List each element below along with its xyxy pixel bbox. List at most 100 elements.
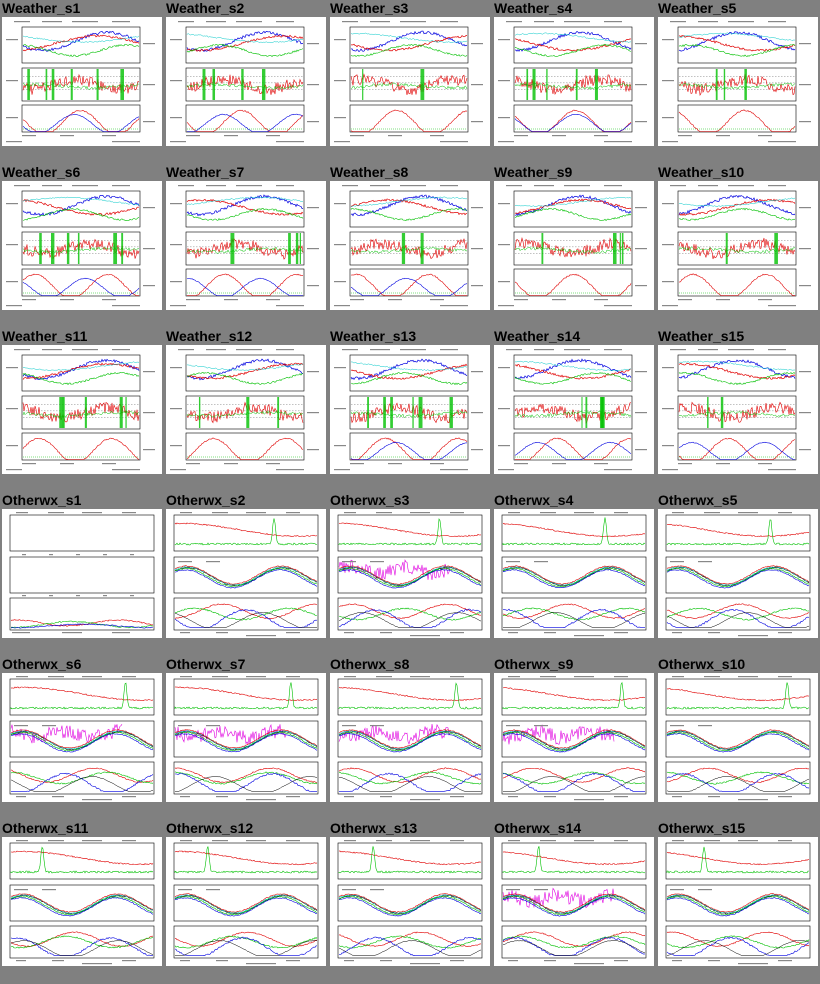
- otherwx-plot: [665, 512, 811, 637]
- plot-thumbnail[interactable]: [2, 181, 162, 310]
- otherwx-plot: [9, 840, 155, 965]
- weather-plot: [6, 185, 155, 307]
- plot-thumbnail[interactable]: [658, 181, 818, 310]
- otherwx-plot: [337, 840, 483, 965]
- thumbnail-card: Weather_s1: [0, 0, 162, 148]
- thumbnail-title: Weather_s13: [330, 328, 417, 344]
- weather-plot: [334, 349, 483, 471]
- thumbnail-card: Otherwx_s5: [656, 492, 818, 640]
- otherwx-plot: [337, 676, 483, 801]
- weather-plot: [498, 21, 647, 143]
- thumbnail-title: Weather_s1: [2, 0, 81, 16]
- otherwx-plot: [501, 840, 647, 965]
- plot-thumbnail[interactable]: [658, 673, 818, 802]
- thumbnail-card: Weather_s10: [656, 164, 818, 312]
- thumbnail-title: Weather_s2: [166, 0, 245, 16]
- weather-plot: [170, 21, 319, 143]
- thumbnail-title: Weather_s6: [2, 164, 81, 180]
- thumbnail-title: Otherwx_s14: [494, 820, 582, 836]
- thumbnail-title: Weather_s8: [330, 164, 409, 180]
- otherwx-plot: [501, 512, 647, 637]
- thumbnail-title: Weather_s5: [658, 0, 737, 16]
- thumbnail-card: Weather_s5: [656, 0, 818, 148]
- otherwx-plot: [173, 512, 319, 637]
- thumbnail-title: Otherwx_s4: [494, 492, 574, 508]
- thumbnail-card: Otherwx_s15: [656, 820, 818, 968]
- thumbnail-title: Otherwx_s15: [658, 820, 746, 836]
- plot-thumbnail[interactable]: [658, 17, 818, 146]
- plot-thumbnail[interactable]: [330, 673, 490, 802]
- plot-thumbnail[interactable]: [494, 673, 654, 802]
- plot-thumbnail[interactable]: [494, 837, 654, 966]
- thumbnail-card: Otherwx_s4: [492, 492, 654, 640]
- plot-thumbnail[interactable]: [2, 673, 162, 802]
- thumbnail-card: Weather_s14: [492, 328, 654, 476]
- thumbnail-card: Otherwx_s9: [492, 656, 654, 804]
- thumbnail-card: Weather_s6: [0, 164, 162, 312]
- weather-plot: [334, 21, 483, 143]
- plot-thumbnail[interactable]: [2, 837, 162, 966]
- otherwx-plot: [173, 840, 319, 965]
- thumbnail-title: Otherwx_s8: [330, 656, 410, 672]
- thumbnail-title: Otherwx_s10: [658, 656, 746, 672]
- weather-plot: [498, 185, 647, 307]
- plot-thumbnail[interactable]: [166, 837, 326, 966]
- thumbnail-title: Weather_s3: [330, 0, 409, 16]
- thumbnail-card: Weather_s2: [164, 0, 326, 148]
- thumbnail-card: Otherwx_s7: [164, 656, 326, 804]
- plot-thumbnail[interactable]: [494, 17, 654, 146]
- plot-thumbnail[interactable]: [166, 181, 326, 310]
- plot-thumbnail[interactable]: [166, 345, 326, 474]
- plot-thumbnail[interactable]: [658, 509, 818, 638]
- thumbnail-card: Otherwx_s2: [164, 492, 326, 640]
- weather-plot: [498, 349, 647, 471]
- thumbnail-title: Otherwx_s3: [330, 492, 410, 508]
- thumbnail-card: Otherwx_s3: [328, 492, 490, 640]
- weather-plot: [662, 185, 811, 307]
- thumbnail-card: Weather_s13: [328, 328, 490, 476]
- otherwx-plot: [9, 512, 155, 634]
- plot-thumbnail[interactable]: [494, 345, 654, 474]
- plot-thumbnail[interactable]: [330, 837, 490, 966]
- otherwx-plot: [337, 512, 483, 637]
- thumbnail-title: Otherwx_s11: [2, 820, 89, 836]
- thumbnail-title: Otherwx_s13: [330, 820, 418, 836]
- weather-plot: [170, 185, 319, 307]
- weather-plot: [6, 349, 155, 471]
- thumbnail-card: Otherwx_s11: [0, 820, 162, 968]
- plot-thumbnail[interactable]: [494, 509, 654, 638]
- otherwx-plot: [9, 676, 155, 801]
- thumbnail-title: Otherwx_s7: [166, 656, 246, 672]
- weather-plot: [334, 185, 483, 307]
- thumbnail-card: Weather_s4: [492, 0, 654, 148]
- plot-thumbnail[interactable]: [166, 17, 326, 146]
- plot-thumbnail[interactable]: [330, 17, 490, 146]
- plot-thumbnail[interactable]: [330, 509, 490, 638]
- thumbnail-title: Weather_s10: [658, 164, 745, 180]
- plot-thumbnail[interactable]: [330, 345, 490, 474]
- plot-thumbnail[interactable]: [658, 837, 818, 966]
- plot-thumbnail[interactable]: [658, 345, 818, 474]
- thumbnail-title: Otherwx_s1: [2, 492, 82, 508]
- thumbnail-title: Weather_s4: [494, 0, 573, 16]
- thumbnail-title: Weather_s15: [658, 328, 745, 344]
- plot-thumbnail[interactable]: [330, 181, 490, 310]
- weather-plot: [662, 349, 811, 471]
- thumbnail-title: Otherwx_s6: [2, 656, 82, 672]
- otherwx-plot: [501, 676, 647, 801]
- thumbnail-card: Weather_s8: [328, 164, 490, 312]
- plot-thumbnail[interactable]: [2, 509, 162, 638]
- plot-thumbnail[interactable]: [2, 345, 162, 474]
- plot-thumbnail[interactable]: [166, 509, 326, 638]
- plot-thumbnail[interactable]: [166, 673, 326, 802]
- thumbnail-card: Otherwx_s8: [328, 656, 490, 804]
- otherwx-plot: [173, 676, 319, 801]
- thumbnail-card: Weather_s15: [656, 328, 818, 476]
- thumbnail-title: Weather_s7: [166, 164, 245, 180]
- plot-thumbnail[interactable]: [2, 17, 162, 146]
- thumbnail-title: Otherwx_s9: [494, 656, 574, 672]
- plot-thumbnail[interactable]: [494, 181, 654, 310]
- thumbnail-card: Otherwx_s6: [0, 656, 162, 804]
- thumbnail-card: Weather_s9: [492, 164, 654, 312]
- thumbnail-title: Weather_s9: [494, 164, 573, 180]
